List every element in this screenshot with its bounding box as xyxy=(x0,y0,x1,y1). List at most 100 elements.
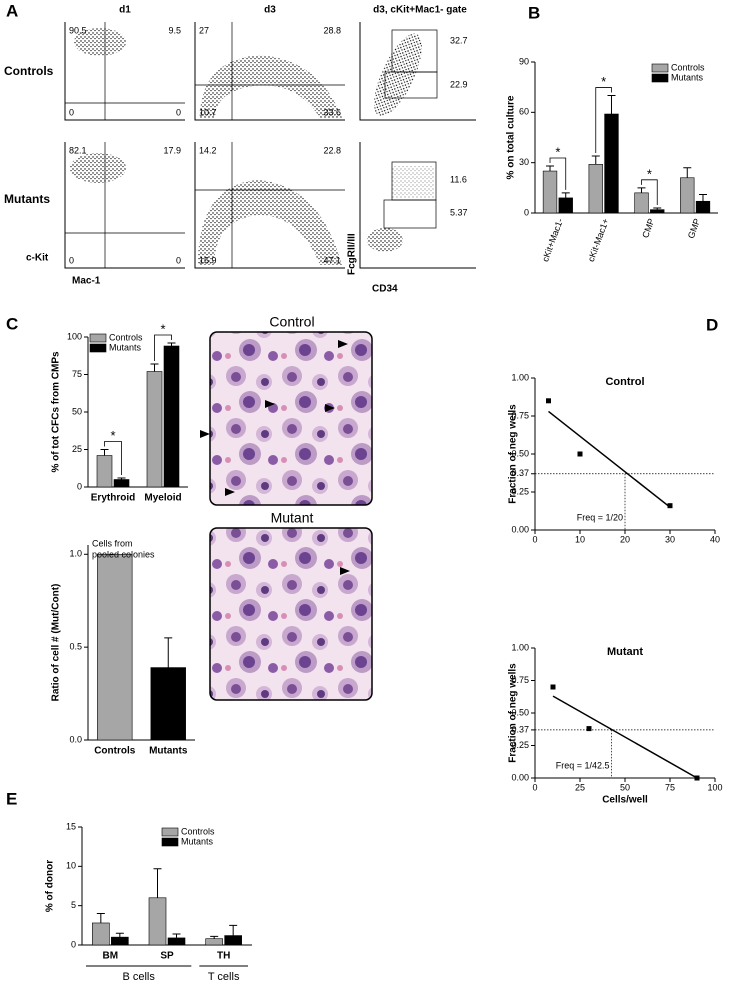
error-bar xyxy=(653,207,662,210)
bar xyxy=(92,922,110,946)
quadrant-value: 15.9 xyxy=(199,255,217,265)
panel-letter: E xyxy=(6,789,17,808)
arrowhead xyxy=(200,430,210,438)
bar xyxy=(634,192,649,214)
y-tick-label: 100 xyxy=(67,331,82,341)
legend-label: Mutants xyxy=(671,72,704,82)
quadrant-value: 0 xyxy=(176,255,181,265)
group-label: B cells xyxy=(122,971,155,983)
bar xyxy=(97,553,133,741)
x-tick-label: 75 xyxy=(665,782,675,792)
significance-label: * xyxy=(110,428,115,443)
legend-swatch xyxy=(89,343,107,353)
error-bar xyxy=(683,167,692,178)
y-tick-label: 0.37 xyxy=(511,468,529,478)
y-tick-label: 0.00 xyxy=(511,772,529,782)
y-tick-label: 0.25 xyxy=(511,486,529,496)
y-tick-label: 5 xyxy=(71,900,76,910)
quadrant-lines xyxy=(65,22,345,120)
y-axis-label: % on total culture xyxy=(506,95,517,179)
bar xyxy=(558,197,573,214)
gate xyxy=(383,199,437,229)
legend-label: Controls xyxy=(671,62,705,72)
y-tick-label: 90 xyxy=(519,56,529,66)
panel-letters: A B C D E xyxy=(6,1,718,808)
error-bar xyxy=(229,924,238,936)
bar xyxy=(680,177,695,214)
bar xyxy=(150,667,186,741)
y-tick-label: 15 xyxy=(66,821,76,831)
legend-swatch xyxy=(161,827,179,837)
x-tick-label: 50 xyxy=(620,782,630,792)
legend-swatch xyxy=(89,333,107,343)
bar xyxy=(205,938,223,946)
group-label: T cells xyxy=(208,971,240,983)
panel-letter: B xyxy=(528,3,540,22)
legend-swatch xyxy=(651,63,669,73)
y-tick-label: 0.75 xyxy=(511,410,529,420)
x-tick-label: 0 xyxy=(532,534,537,544)
axis-label: FcgRII/III xyxy=(347,233,358,275)
fit-line xyxy=(548,410,671,508)
x-tick-label: Controls xyxy=(94,746,136,757)
bar xyxy=(650,209,665,214)
plot-axes xyxy=(359,142,476,269)
significance-bracket xyxy=(641,179,658,205)
cell-cloud xyxy=(74,28,126,56)
quadrant-value: 0 xyxy=(69,107,74,117)
micrograph xyxy=(209,331,373,506)
quadrant-value: 17.9 xyxy=(163,145,181,155)
quadrant-value: 9.5 xyxy=(168,25,181,35)
y-tick-label: 60 xyxy=(519,107,529,117)
quadrant-value: 28.8 xyxy=(323,25,341,35)
error-bar xyxy=(100,449,109,456)
x-tick-label: Mutants xyxy=(149,746,188,757)
y-tick-label: 0.0 xyxy=(69,734,82,744)
y-tick-label: 75 xyxy=(72,369,82,379)
quadrant-value: 82.1 xyxy=(69,145,87,155)
legend-label: Mutants xyxy=(109,342,142,352)
y-tick-label: 1.00 xyxy=(511,372,529,382)
y-tick-label: 30 xyxy=(519,157,529,167)
quadrant-value: 14.2 xyxy=(199,145,217,155)
quadrant-value: 90.5 xyxy=(69,25,87,35)
bar xyxy=(113,479,130,488)
row-label: Controls xyxy=(4,64,54,78)
y-tick-label: 0.50 xyxy=(511,448,529,458)
x-tick-label: 40 xyxy=(710,534,720,544)
quadrant-lines xyxy=(65,142,345,268)
chart-title: Mutant xyxy=(607,646,643,658)
quadrant-value: 33.6 xyxy=(323,107,341,117)
error-bar xyxy=(210,935,219,939)
x-tick-label: CMP xyxy=(640,217,656,239)
point xyxy=(694,775,700,781)
arrowhead xyxy=(225,488,235,496)
quadrant-value: 0 xyxy=(176,107,181,117)
error-bar xyxy=(164,637,173,668)
significance-label: * xyxy=(601,74,606,89)
y-tick-label: 0.5 xyxy=(69,642,82,652)
significance-bracket xyxy=(595,87,612,153)
plot-axes xyxy=(64,22,185,121)
point xyxy=(546,398,551,404)
x-tick-label: Erythroid xyxy=(91,493,135,504)
plot-axes xyxy=(64,142,185,269)
quadrant-value: 0 xyxy=(69,255,74,265)
panel-letter: D xyxy=(706,315,718,334)
error-bar xyxy=(561,192,570,198)
error-bar xyxy=(172,933,181,938)
significance-bracket xyxy=(104,441,122,475)
plot-axes xyxy=(194,22,345,121)
error-bar xyxy=(698,194,707,202)
x-tick-label: TH xyxy=(217,951,230,962)
fit-line xyxy=(552,695,698,779)
quadrant-value: 22.9 xyxy=(450,79,468,89)
bar xyxy=(588,164,603,214)
significance-label: * xyxy=(555,144,560,159)
y-tick-label: 1.0 xyxy=(69,549,82,559)
quadrant-value: 11.6 xyxy=(450,174,467,184)
row-label: Mutants xyxy=(4,192,50,206)
arrowhead xyxy=(265,400,275,408)
micrographs: Control Mutant xyxy=(200,314,373,701)
arrowhead xyxy=(338,340,348,348)
